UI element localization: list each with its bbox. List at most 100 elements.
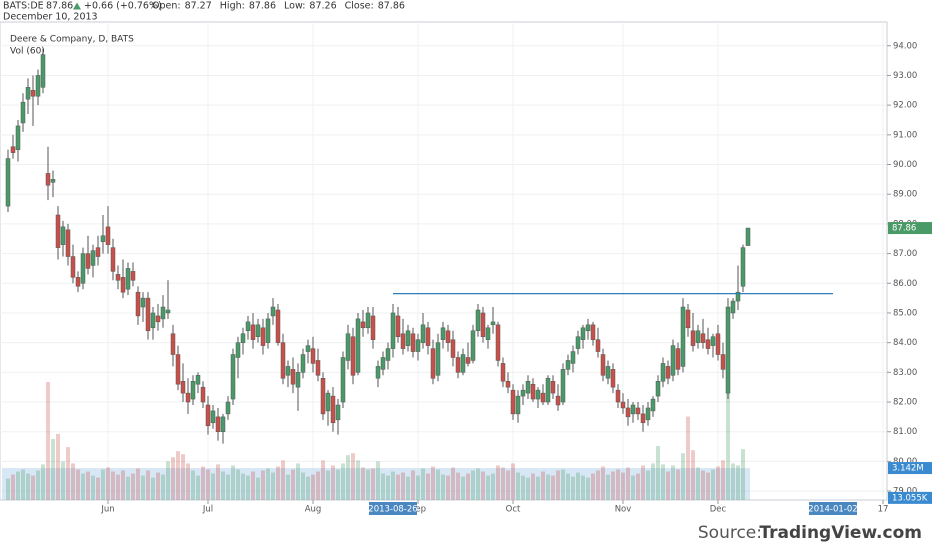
volume-bar bbox=[506, 470, 510, 500]
candle-body bbox=[510, 389, 516, 415]
volume-bar bbox=[136, 468, 140, 500]
candle-body bbox=[80, 253, 86, 284]
candle-body bbox=[465, 357, 471, 364]
candle-body bbox=[105, 226, 111, 245]
volume-bar bbox=[676, 469, 680, 500]
volume-bar bbox=[31, 475, 35, 500]
volume-bar bbox=[226, 474, 230, 500]
y-tick-label: 81.00 bbox=[893, 427, 917, 437]
volume-bar bbox=[341, 463, 345, 500]
candle-body bbox=[205, 404, 211, 427]
volume-bar bbox=[546, 474, 550, 500]
crosshair-label: 2014-01-02 bbox=[808, 505, 857, 515]
candle-body bbox=[670, 345, 676, 376]
candle-body bbox=[660, 363, 666, 382]
volume-bar bbox=[526, 477, 530, 500]
candle-body bbox=[340, 357, 346, 403]
crosshair-label: 2013-08-26 bbox=[368, 505, 417, 515]
volume-bar bbox=[511, 463, 515, 500]
candle-body bbox=[30, 90, 36, 97]
candle-body bbox=[75, 277, 81, 287]
candle-body bbox=[410, 333, 416, 352]
volume-bar bbox=[331, 465, 335, 500]
y-tick-label: 94.00 bbox=[893, 41, 917, 51]
candle-body bbox=[195, 375, 201, 385]
candle-body bbox=[45, 173, 51, 186]
volume-bar bbox=[581, 475, 585, 500]
candle-body bbox=[180, 380, 186, 394]
candle-body bbox=[515, 395, 521, 415]
candle-body bbox=[590, 324, 596, 340]
candle-body bbox=[650, 398, 656, 412]
volume-bar bbox=[351, 453, 355, 500]
candle-body bbox=[370, 315, 376, 340]
volume-bar bbox=[166, 461, 170, 500]
candle-body bbox=[505, 380, 511, 388]
candle-body bbox=[535, 389, 541, 400]
volume-bar bbox=[381, 473, 385, 500]
candle-body bbox=[360, 321, 366, 329]
x-tick-label: Dec bbox=[710, 505, 727, 515]
candle-body bbox=[300, 354, 306, 373]
volume-bar bbox=[396, 474, 400, 500]
volume-bar bbox=[91, 475, 95, 500]
y-tick-label: 80.00 bbox=[893, 457, 917, 467]
x-tick-label: Sep bbox=[410, 505, 426, 515]
volume-bar bbox=[671, 465, 675, 500]
candle-body bbox=[405, 330, 411, 346]
candle-body bbox=[665, 366, 671, 379]
volume-bar bbox=[186, 463, 190, 500]
volume-bar bbox=[711, 469, 715, 500]
volume-bar bbox=[496, 465, 500, 500]
volume-bar bbox=[206, 469, 210, 500]
volume-bar bbox=[96, 477, 100, 500]
volume-bar bbox=[531, 473, 535, 500]
volume-bar bbox=[721, 460, 725, 500]
volume-bar bbox=[421, 468, 425, 500]
volume-bar bbox=[476, 468, 480, 500]
volume-bar bbox=[491, 473, 495, 500]
candle-body bbox=[155, 315, 161, 323]
volume-bar bbox=[191, 470, 195, 500]
candle-body bbox=[570, 351, 576, 364]
candle-body bbox=[500, 363, 506, 382]
candle-body bbox=[425, 327, 431, 346]
volume-bar bbox=[621, 472, 625, 500]
volume-bar bbox=[606, 474, 610, 500]
candle-body bbox=[15, 125, 21, 150]
field-label: Low: bbox=[284, 1, 305, 12]
candle-body bbox=[375, 366, 381, 379]
candle-body bbox=[145, 297, 151, 332]
axes: 79.00 80.00 81.00 82.00 83.00 84.00 85.00 86.00… bbox=[100, 41, 932, 515]
candle-body bbox=[550, 380, 556, 394]
field-value: 87.27 bbox=[185, 1, 212, 12]
volume-bar bbox=[101, 469, 105, 500]
candle-body bbox=[635, 407, 641, 415]
volume-bar bbox=[456, 472, 460, 500]
volume-bar bbox=[46, 382, 50, 500]
candle-body bbox=[620, 401, 626, 409]
volume-bar bbox=[196, 475, 200, 500]
candle-body bbox=[475, 309, 481, 332]
volume-bar bbox=[446, 475, 450, 500]
volume-bar bbox=[701, 470, 705, 500]
volume-bar bbox=[286, 474, 290, 500]
volume-bar bbox=[401, 472, 405, 500]
candle-body bbox=[735, 291, 741, 302]
volume-bar bbox=[666, 471, 670, 500]
candle-body bbox=[235, 342, 241, 358]
volume-bar bbox=[591, 473, 595, 500]
volume-bar bbox=[451, 467, 455, 500]
volume-bar bbox=[556, 470, 560, 500]
x-tick-label: Jun bbox=[100, 505, 114, 515]
volume-bar bbox=[411, 470, 415, 500]
volume-bar bbox=[86, 471, 90, 500]
candle-body bbox=[95, 247, 101, 257]
volume-ma-label-box bbox=[888, 462, 932, 475]
candle-body bbox=[720, 354, 726, 370]
candle-body bbox=[330, 395, 336, 424]
volume-bar bbox=[161, 474, 165, 500]
volume-bar bbox=[11, 474, 15, 500]
volume-bar bbox=[141, 475, 145, 500]
